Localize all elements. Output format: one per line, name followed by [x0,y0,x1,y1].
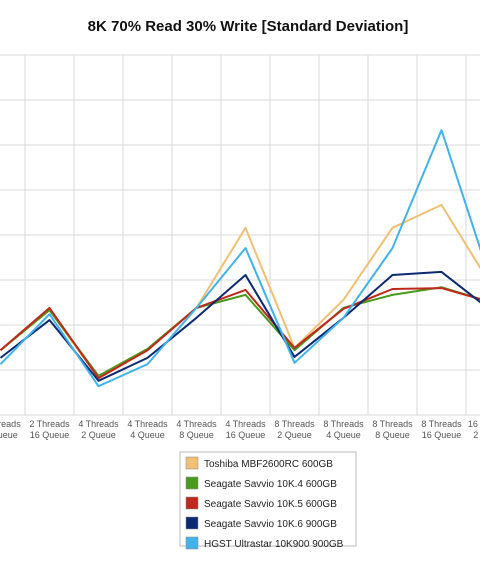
legend-label: Seagate Savvio 10K.6 900GB [204,519,337,530]
legend-swatch [185,496,199,510]
legend-label: Toshiba MBF2600RC 600GB [204,459,333,470]
x-tick-label: 8 Threads 8 Queue [372,419,413,440]
legend-label: Seagate Savvio 10K.4 600GB [204,479,337,490]
x-tick-label: 8 Threads 2 Queue [274,419,315,440]
legend-label: Seagate Savvio 10K.5 600GB [204,499,337,510]
chart-title: 8K 70% Read 30% Write [Standard Deviatio… [88,18,409,35]
x-tick-label: 4 Threads 2 Queue [78,419,119,440]
x-tick-label: 4 Threads 8 Queue [176,419,217,440]
series-line [0,286,480,377]
x-tick-label: 8 Threads 16 Queue [421,419,462,440]
legend-swatch [185,536,199,550]
legend-swatch [185,456,199,470]
legend [179,451,357,547]
x-tick-label: 8 Threads 4 Queue [323,419,364,440]
x-tick-label: 4 Threads 16 Queue [225,419,266,440]
legend-swatch [185,516,199,530]
legend-label: HGST Ultrastar 10K900 900GB [204,539,344,550]
x-tick-label: 4 Threads 4 Queue [127,419,168,440]
legend-swatch [185,476,199,490]
series-line [0,287,480,380]
x-tick-label: 2 Threads 16 Queue [29,419,70,440]
series-line [0,129,480,388]
